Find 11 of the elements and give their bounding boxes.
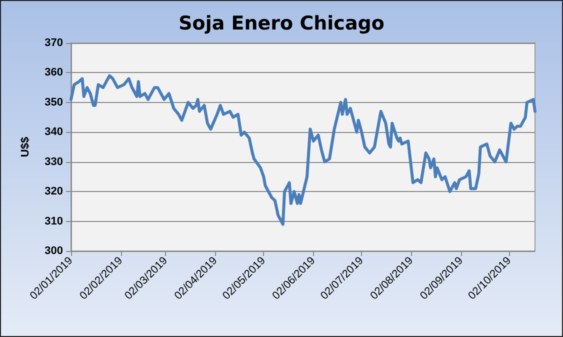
y-tick-label: 340 — [44, 126, 63, 138]
y-tick-label: 310 — [44, 215, 63, 228]
y-tick-label: 320 — [44, 186, 63, 198]
y-tick-label: 330 — [44, 156, 63, 168]
y-tick-label: 350 — [44, 96, 63, 108]
y-tick-label: 300 — [44, 245, 63, 257]
chart-title: Soja Enero Chicago — [178, 12, 384, 34]
y-tick-label: 360 — [44, 66, 63, 79]
line-series — [70, 74, 536, 226]
y-tick-label: 370 — [44, 37, 63, 49]
y-axis-title: U$$ — [20, 136, 32, 158]
